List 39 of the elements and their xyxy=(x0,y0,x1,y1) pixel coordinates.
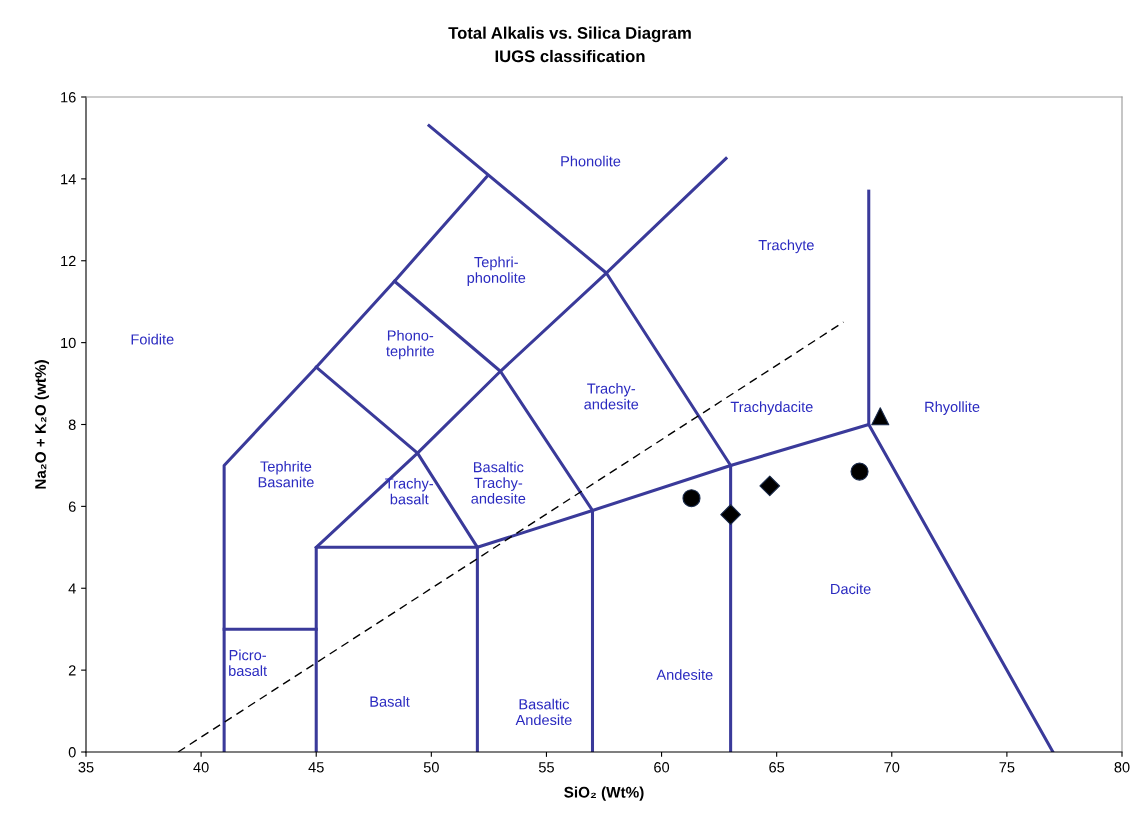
y-tick-label: 2 xyxy=(68,665,76,676)
x-tick-label: 50 xyxy=(423,762,439,773)
x-tick-label: 70 xyxy=(884,762,900,773)
annotation: Picro- basalt xyxy=(229,649,267,676)
y-tick-label: 12 xyxy=(61,255,76,267)
annotation: Basaltic Andesite xyxy=(515,698,572,726)
annotation: Andesite xyxy=(656,669,713,680)
annotation: Trachy- basalt xyxy=(385,477,434,505)
annotation: Phonolite xyxy=(561,155,621,167)
x-tick-label: 80 xyxy=(1114,762,1130,773)
annotation: Basaltic Trachy- andesite xyxy=(471,461,526,504)
x-tick-label: 55 xyxy=(538,762,554,773)
y-tick-label: 6 xyxy=(68,501,76,512)
annotation: Phono- tephrite xyxy=(386,329,434,360)
x-tick-label: 60 xyxy=(654,762,670,773)
annotation: Trachyte xyxy=(758,239,814,254)
x-tick-label: 75 xyxy=(999,762,1015,773)
annotation: Foidite xyxy=(131,333,174,345)
annotation: Dacite xyxy=(831,583,871,595)
x-tick-label: 65 xyxy=(769,762,785,773)
annotation: Rhyollite xyxy=(925,401,980,415)
x-tick-label: 35 xyxy=(78,762,94,773)
y-tick-label: 16 xyxy=(61,92,76,103)
y-tick-label: 10 xyxy=(61,337,76,349)
y-tick-label: 4 xyxy=(68,583,76,594)
x-tick-label: 45 xyxy=(308,762,324,773)
x-tick-label: 40 xyxy=(193,762,209,773)
annotation: Trachy- andesite xyxy=(584,382,639,410)
chart-subtitle: IUGS classification xyxy=(495,49,645,63)
chart-title: Total Alkalis vs. Silica Diagram xyxy=(448,26,691,43)
annotation: Trachydacite xyxy=(730,401,813,415)
annotation: Tephrite Basanite xyxy=(258,460,314,488)
y-tick-label: 0 xyxy=(68,747,76,758)
annotation: Basalt xyxy=(370,696,410,707)
x-axis-title: SiO₂ (Wt%) xyxy=(564,786,644,801)
y-tick-label: 14 xyxy=(61,174,76,185)
y-axis-title: Na₂O + K₂O (wt%) xyxy=(34,360,49,489)
annotation: Tephri- phonolite xyxy=(467,256,526,286)
y-tick-label: 8 xyxy=(68,419,76,430)
